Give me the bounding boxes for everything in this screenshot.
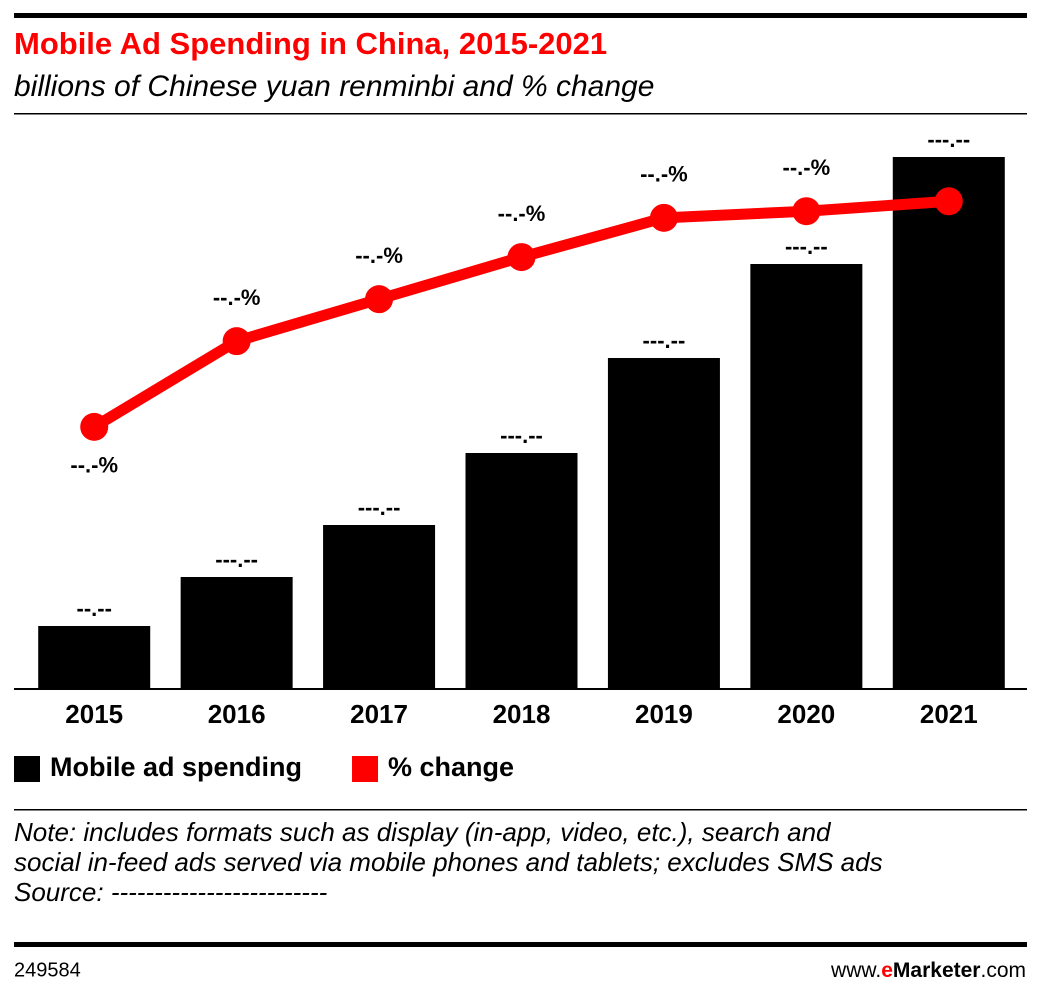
line-point (222, 327, 251, 356)
source: Source: ------------------------- (14, 877, 328, 907)
bar (180, 577, 293, 689)
data-label: --.-% (640, 162, 688, 187)
legend-label: % change (388, 752, 514, 782)
x-tick-label: 2020 (777, 699, 835, 729)
site-part: Marketer (893, 959, 981, 982)
bar (892, 157, 1005, 689)
bar (607, 358, 720, 689)
site-part: .com (980, 959, 1026, 982)
bar (750, 264, 863, 689)
legend-swatch (14, 756, 40, 782)
site: www.eMarketer.com (830, 959, 1026, 982)
line-point (507, 243, 536, 272)
data-label: --.-% (783, 155, 831, 180)
x-tick-label: 2019 (635, 699, 693, 729)
data-label: --.-% (70, 453, 118, 478)
data-label: ---.-- (215, 547, 258, 572)
chart-subtitle: billions of Chinese yuan renminbi and % … (14, 70, 654, 103)
legend-label: Mobile ad spending (50, 752, 302, 782)
bar (465, 453, 578, 689)
bar (38, 626, 151, 689)
data-label: ---.-- (643, 328, 686, 353)
line-point (365, 285, 394, 314)
line-point (934, 187, 963, 216)
note: Note: includes formats such as display (… (14, 817, 832, 847)
site-part: e (881, 959, 893, 982)
bar (323, 525, 436, 689)
data-label: --.-% (213, 285, 261, 310)
legend-swatch (352, 756, 379, 782)
note: social in-feed ads served via mobile pho… (14, 847, 883, 877)
data-label: ---.-- (358, 495, 401, 520)
line-point (649, 203, 678, 232)
rule (14, 113, 1027, 115)
data-label: ---.-- (785, 234, 828, 259)
chart-title: Mobile Ad Spending in China, 2015-2021 (14, 26, 607, 61)
x-tick-label: 2016 (208, 699, 266, 729)
top-rule (14, 13, 1027, 18)
x-tick-label: 2021 (920, 699, 978, 729)
x-tick-label: 2015 (65, 699, 123, 729)
data-label: --.-- (77, 596, 112, 621)
data-label: --.-% (498, 201, 546, 226)
x-tick-label: 2018 (493, 699, 551, 729)
data-label: ---.-- (927, 127, 970, 152)
chart-id: 249584 (14, 959, 81, 981)
site-part: www. (830, 959, 881, 982)
data-label: ---.-- (500, 423, 543, 448)
rule (14, 809, 1027, 811)
x-tick-label: 2017 (350, 699, 408, 729)
data-label: --.-% (355, 243, 403, 268)
data-label: --.-% (925, 227, 973, 252)
bottom-rule (14, 942, 1027, 947)
line-point (792, 197, 821, 226)
line-point (80, 412, 109, 441)
